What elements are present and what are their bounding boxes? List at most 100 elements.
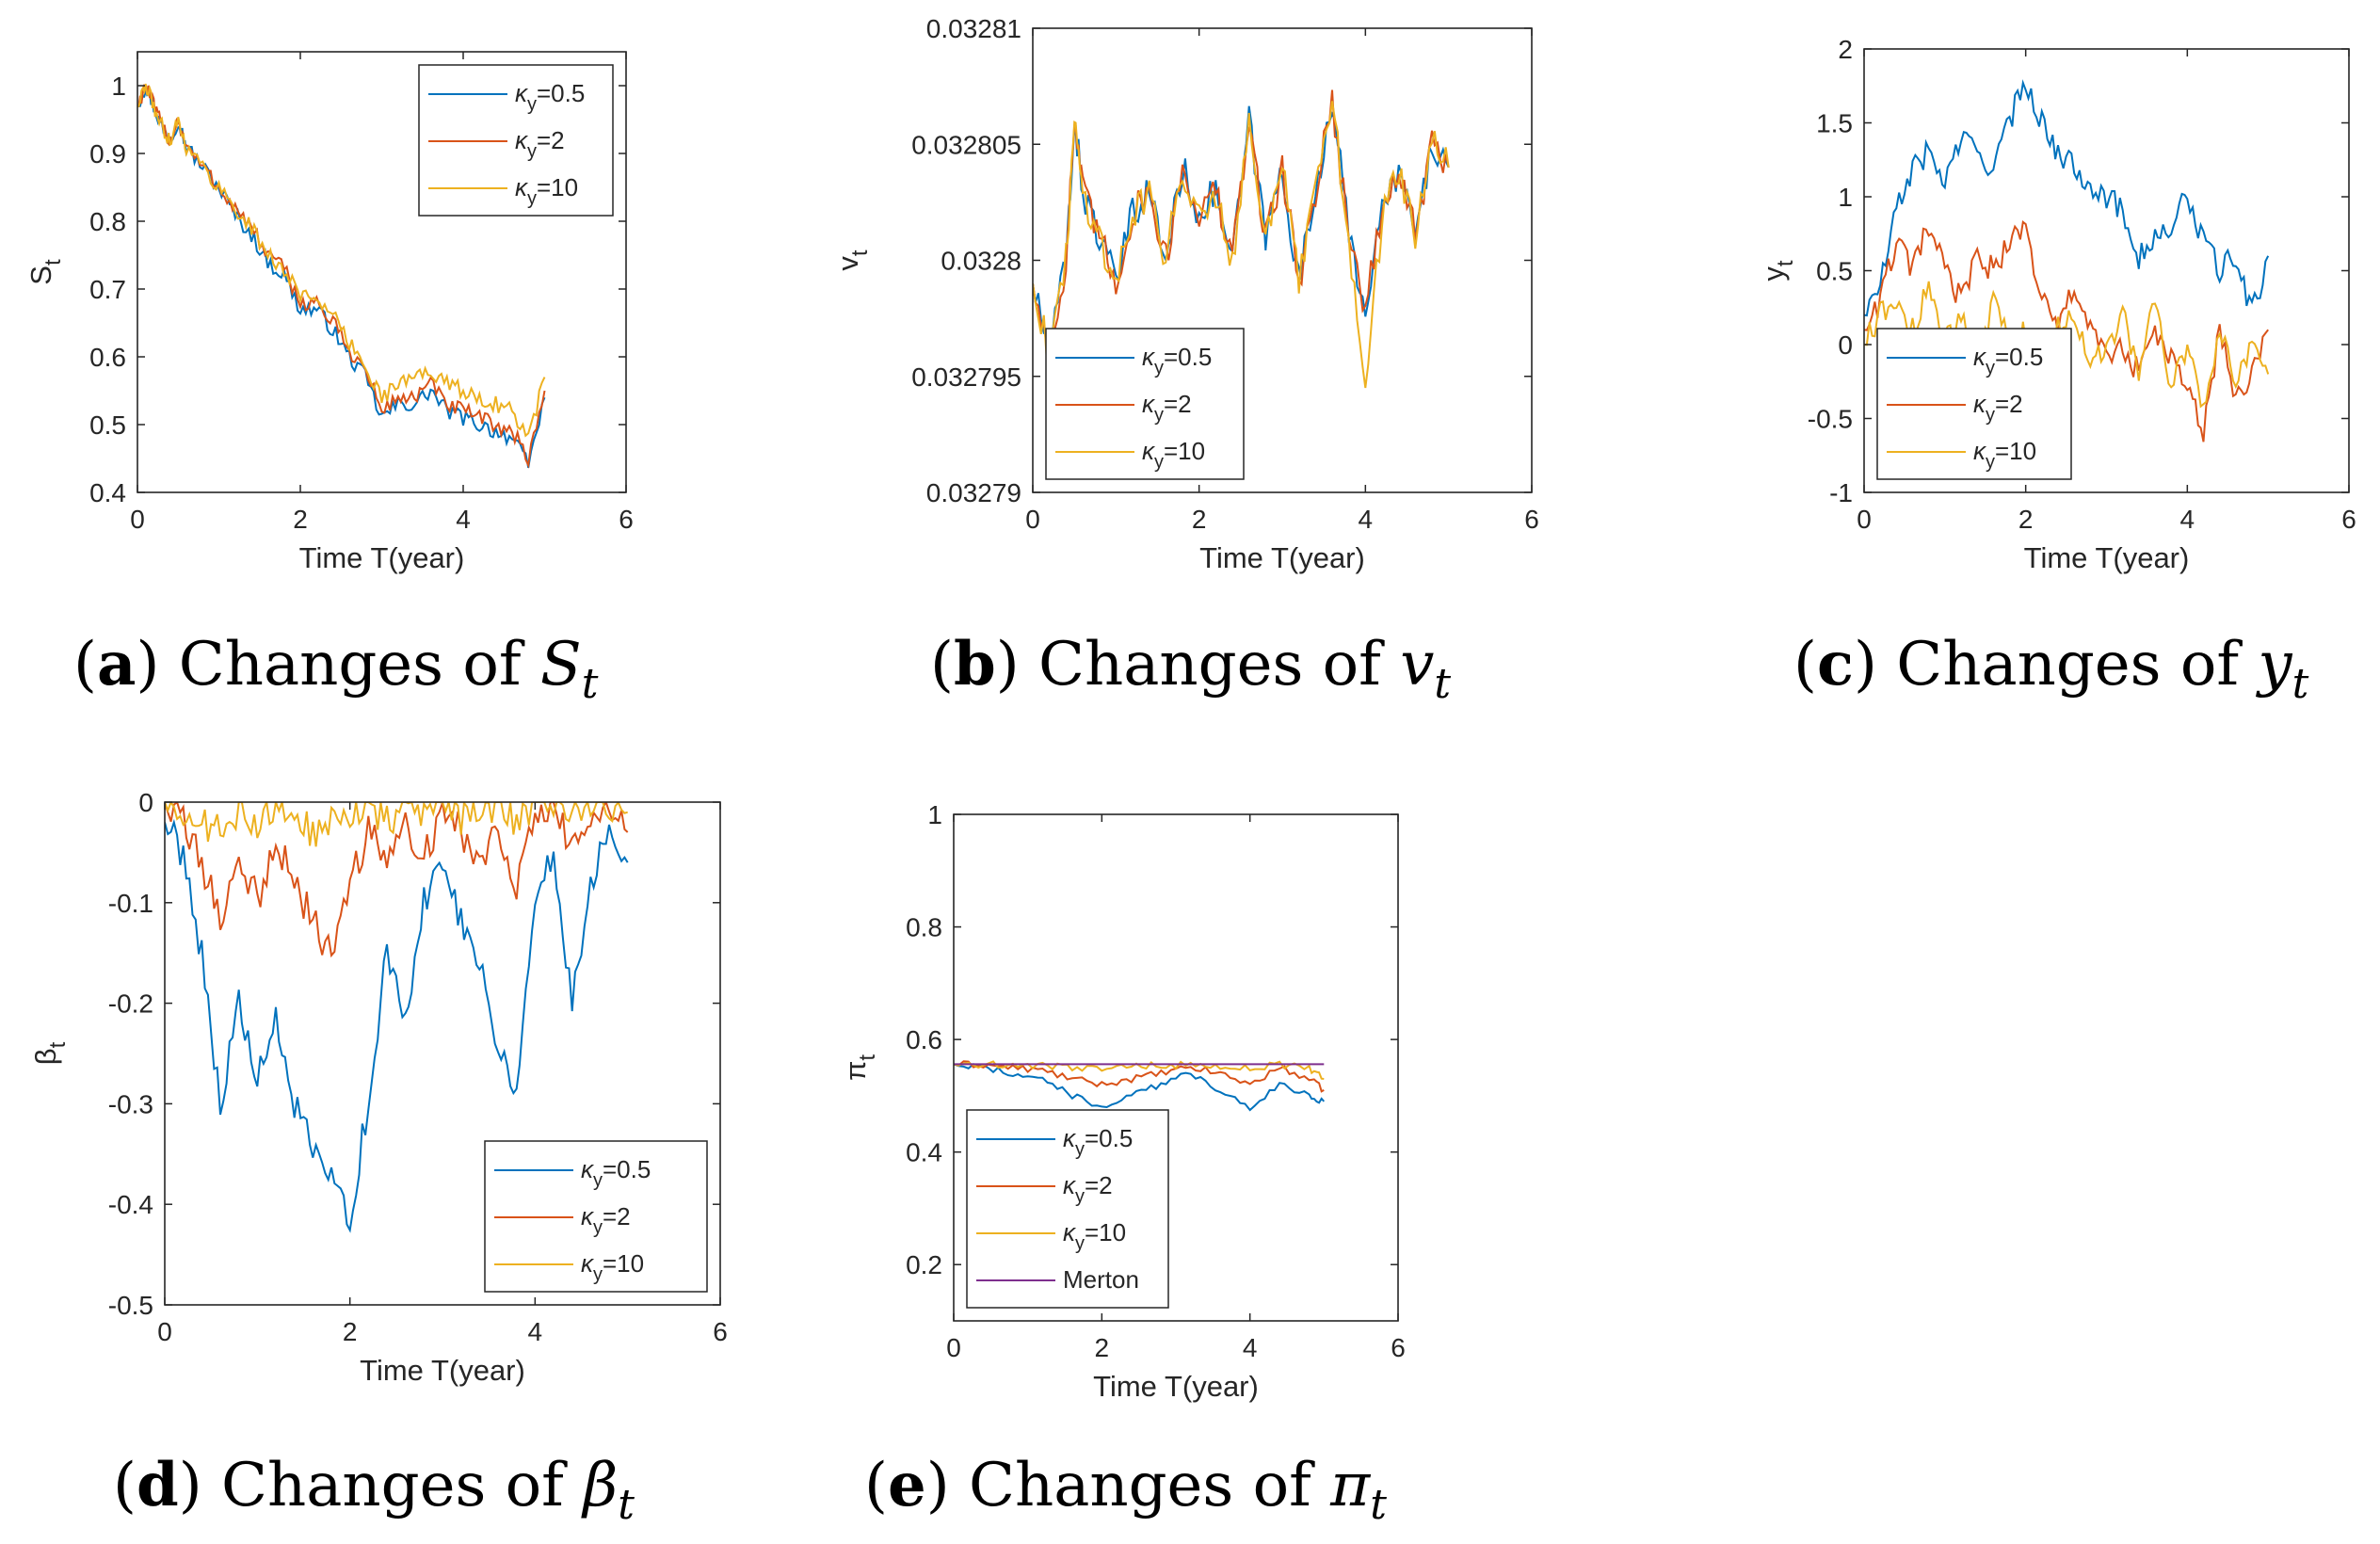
legend-kappa: κ [1063, 1218, 1077, 1246]
x-tick-label: 2 [2018, 505, 2034, 534]
y-axis-label-sub: t [45, 1041, 71, 1048]
x-tick-label: 0 [130, 505, 145, 534]
y-tick-label: 0.4 [906, 1138, 942, 1167]
y-tick-label: 0.0328 [941, 247, 1021, 276]
legend-label: κy=2 [1973, 390, 2023, 426]
legend-sub: y [593, 1217, 603, 1238]
y-tick-label: 0.032795 [911, 362, 1021, 392]
legend-label: κy=0.5 [1142, 343, 1212, 378]
x-axis-label: Time T(year) [2024, 541, 2190, 574]
x-axis-label: Time T(year) [1199, 541, 1365, 574]
x-tick-label: 4 [1359, 505, 1374, 534]
legend-label: κy=2 [1142, 390, 1192, 426]
legend-kappa: κ [1973, 437, 1987, 465]
legend-label: κy=0.5 [1973, 343, 2043, 378]
caption-subscript: t [1370, 1481, 1387, 1529]
series-line-1 [1864, 79, 2270, 317]
x-tick-label: 4 [456, 505, 471, 534]
y-axis-label-main: π [839, 1061, 872, 1081]
legend-kappa: κ [515, 79, 529, 107]
legend-sub: y [1154, 358, 1164, 378]
caption-letter: e [887, 1450, 926, 1520]
legend-label: κy=0.5 [515, 79, 585, 115]
y-tick-label: 0.032805 [911, 130, 1021, 159]
y-tick-label: 0.2 [906, 1250, 942, 1279]
y-tick-label: 0.4 [89, 478, 126, 507]
x-tick-label: 0 [157, 1317, 172, 1346]
legend-sub: y [593, 1264, 603, 1285]
caption-symbol: π [1330, 1451, 1371, 1520]
legend-value: =10 [1995, 437, 2036, 465]
chart-panel-b: 0 2 4 6 0.03279 0.032795 0.0328 0.032805 0.03281… [831, 14, 1539, 574]
x-tick-label: 0 [1025, 505, 1040, 534]
legend-value: =10 [1164, 437, 1205, 465]
y-tick-label: -0.5 [1808, 405, 1853, 434]
legend-sub: y [527, 188, 537, 209]
y-axis-label-sub: t [855, 1054, 880, 1061]
x-tick-label: 2 [343, 1317, 358, 1346]
legend-kappa: κ [1142, 343, 1156, 371]
legend-kappa: κ [581, 1155, 595, 1183]
legend-label: κy=10 [1142, 437, 1205, 473]
chart-panel-d: 0 2 4 6 -0.5 -0.4 -0.3 -0.2 -0.1 0 Time T(year) βt κ… [29, 788, 728, 1387]
legend: κy=0.5κy=2κy=10 [1045, 328, 1245, 480]
caption-a: (a) Changes of St [73, 629, 599, 708]
legend-value: =2 [603, 1202, 631, 1230]
legend-kappa: κ [515, 173, 529, 201]
legend-kappa: κ [1142, 437, 1156, 465]
legend-sub: y [1986, 405, 1995, 426]
y-axis-label: St [24, 259, 66, 285]
caption-text: Changes of [969, 1451, 1331, 1520]
series-line-3 [137, 83, 546, 438]
y-axis-label: vt [831, 249, 873, 271]
x-tick-label: 2 [293, 505, 308, 534]
y-axis-label-main: S [24, 265, 57, 285]
caption-c: (c) Changes of yt [1793, 629, 2309, 708]
legend-value: =0.5 [1085, 1124, 1133, 1152]
y-tick-label: 1 [927, 800, 942, 829]
caption-letter: c [1816, 629, 1854, 700]
caption-symbol: y [2258, 630, 2292, 700]
legend-value: =0.5 [1995, 343, 2043, 371]
caption-e: (e) Changes of πt [864, 1450, 1387, 1529]
x-tick-label: 2 [1095, 1333, 1110, 1362]
caption-letter: a [96, 629, 137, 700]
legend-label: κy=10 [515, 173, 578, 209]
legend-label: κy=0.5 [581, 1155, 651, 1191]
y-tick-label: -0.4 [108, 1190, 153, 1219]
y-axis-label-sub: t [40, 259, 66, 265]
x-tick-label: 6 [2341, 505, 2356, 534]
legend-box [966, 1109, 1169, 1309]
y-axis-label-main: y [1757, 266, 1790, 281]
series-line-2 [1864, 219, 2269, 442]
legend-sub: y [593, 1170, 603, 1191]
caption-letter: d [136, 1450, 179, 1520]
legend-kappa: κ [1973, 390, 1987, 418]
series-line-2 [165, 802, 629, 958]
legend: κy=0.5κy=2κy=10 [1876, 328, 2072, 480]
legend-label: κy=10 [1063, 1218, 1126, 1254]
legend-sub: y [527, 94, 537, 115]
y-tick-label: 0.8 [89, 207, 126, 236]
legend-value: =0.5 [537, 79, 585, 107]
caption-symbol: β [583, 1451, 619, 1520]
series-line-1 [954, 1063, 1326, 1112]
y-tick-label: 0.7 [89, 275, 126, 304]
series-line-3 [1864, 281, 2270, 409]
x-tick-label: 4 [528, 1317, 543, 1346]
y-tick-label: 2 [1838, 35, 1853, 64]
series-line-1 [165, 818, 629, 1233]
caption-letter: b [953, 629, 996, 700]
legend-value: =2 [1995, 390, 2023, 418]
x-tick-label: 4 [1243, 1333, 1258, 1362]
legend-sub: y [1986, 358, 1995, 378]
caption-text: Changes of [1896, 630, 2259, 700]
y-tick-label: -0.5 [108, 1291, 153, 1320]
legend-value: =2 [1164, 390, 1192, 418]
x-tick-label: 6 [1391, 1333, 1406, 1362]
legend-value: =2 [1085, 1171, 1113, 1199]
